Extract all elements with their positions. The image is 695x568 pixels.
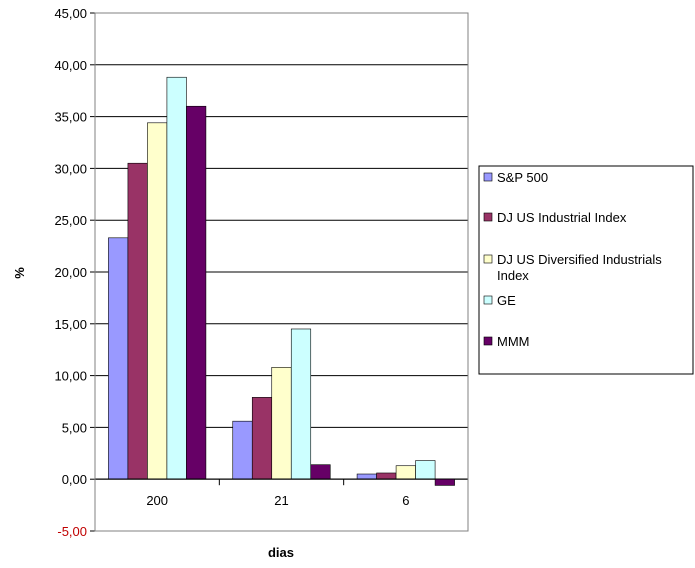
y-tick-label: 5,00 [62,420,87,435]
bar [127,162,148,480]
y-tick-label: 25,00 [54,213,87,228]
legend-label: S&P 500 [497,170,548,185]
axes [94,12,469,532]
bar [415,460,436,480]
legend-label: GE [497,293,516,308]
legend-swatch [483,254,493,264]
x-tick-label: 200 [146,493,168,508]
bar [166,76,187,480]
y-tick-label: 30,00 [54,161,87,176]
legend-swatch [483,295,493,305]
bar [186,105,207,480]
y-tick-label: 35,00 [54,110,87,125]
bar [232,420,253,480]
bar [147,122,168,480]
x-tick-label: 21 [274,493,288,508]
y-axis-title: % [12,267,27,279]
y-tick-label: 10,00 [54,369,87,384]
bar [290,328,312,480]
y-tick-label: -5,00 [57,524,87,539]
bars [108,76,455,486]
legend-swatch [483,212,493,222]
legend-box [478,165,694,375]
bar [434,478,455,486]
bar [251,397,273,480]
bar [310,464,331,480]
bar [376,472,397,480]
legend-label: DJ US Diversified Industrials Index [497,252,662,283]
bar [356,473,377,480]
legend-label: MMM [497,334,530,349]
y-tick-label: 20,00 [54,265,87,280]
y-tick-label: 0,00 [62,472,87,487]
y-tick-label: 15,00 [54,317,87,332]
plot-area-border [94,12,469,532]
bar [108,237,129,480]
y-tick-labels: -5,00 0,00 5,00 10,00 15,00 20,00 25,00 30,00 35… [54,6,87,539]
x-tick-labels: 200 21 6 [146,479,409,508]
legend-swatch [483,336,493,346]
y-tick-label: 40,00 [54,58,87,73]
legend-label: DJ US Industrial Index [497,210,627,225]
legend: S&P 500 DJ US Industrial Index DJ US Diver… [478,165,694,375]
y-tick-label: 45,00 [54,6,87,21]
bar [395,465,416,480]
x-tick-label: 6 [402,493,409,508]
x-axis-title: dias [268,545,294,560]
legend-swatch [483,172,493,182]
bar [271,367,292,480]
